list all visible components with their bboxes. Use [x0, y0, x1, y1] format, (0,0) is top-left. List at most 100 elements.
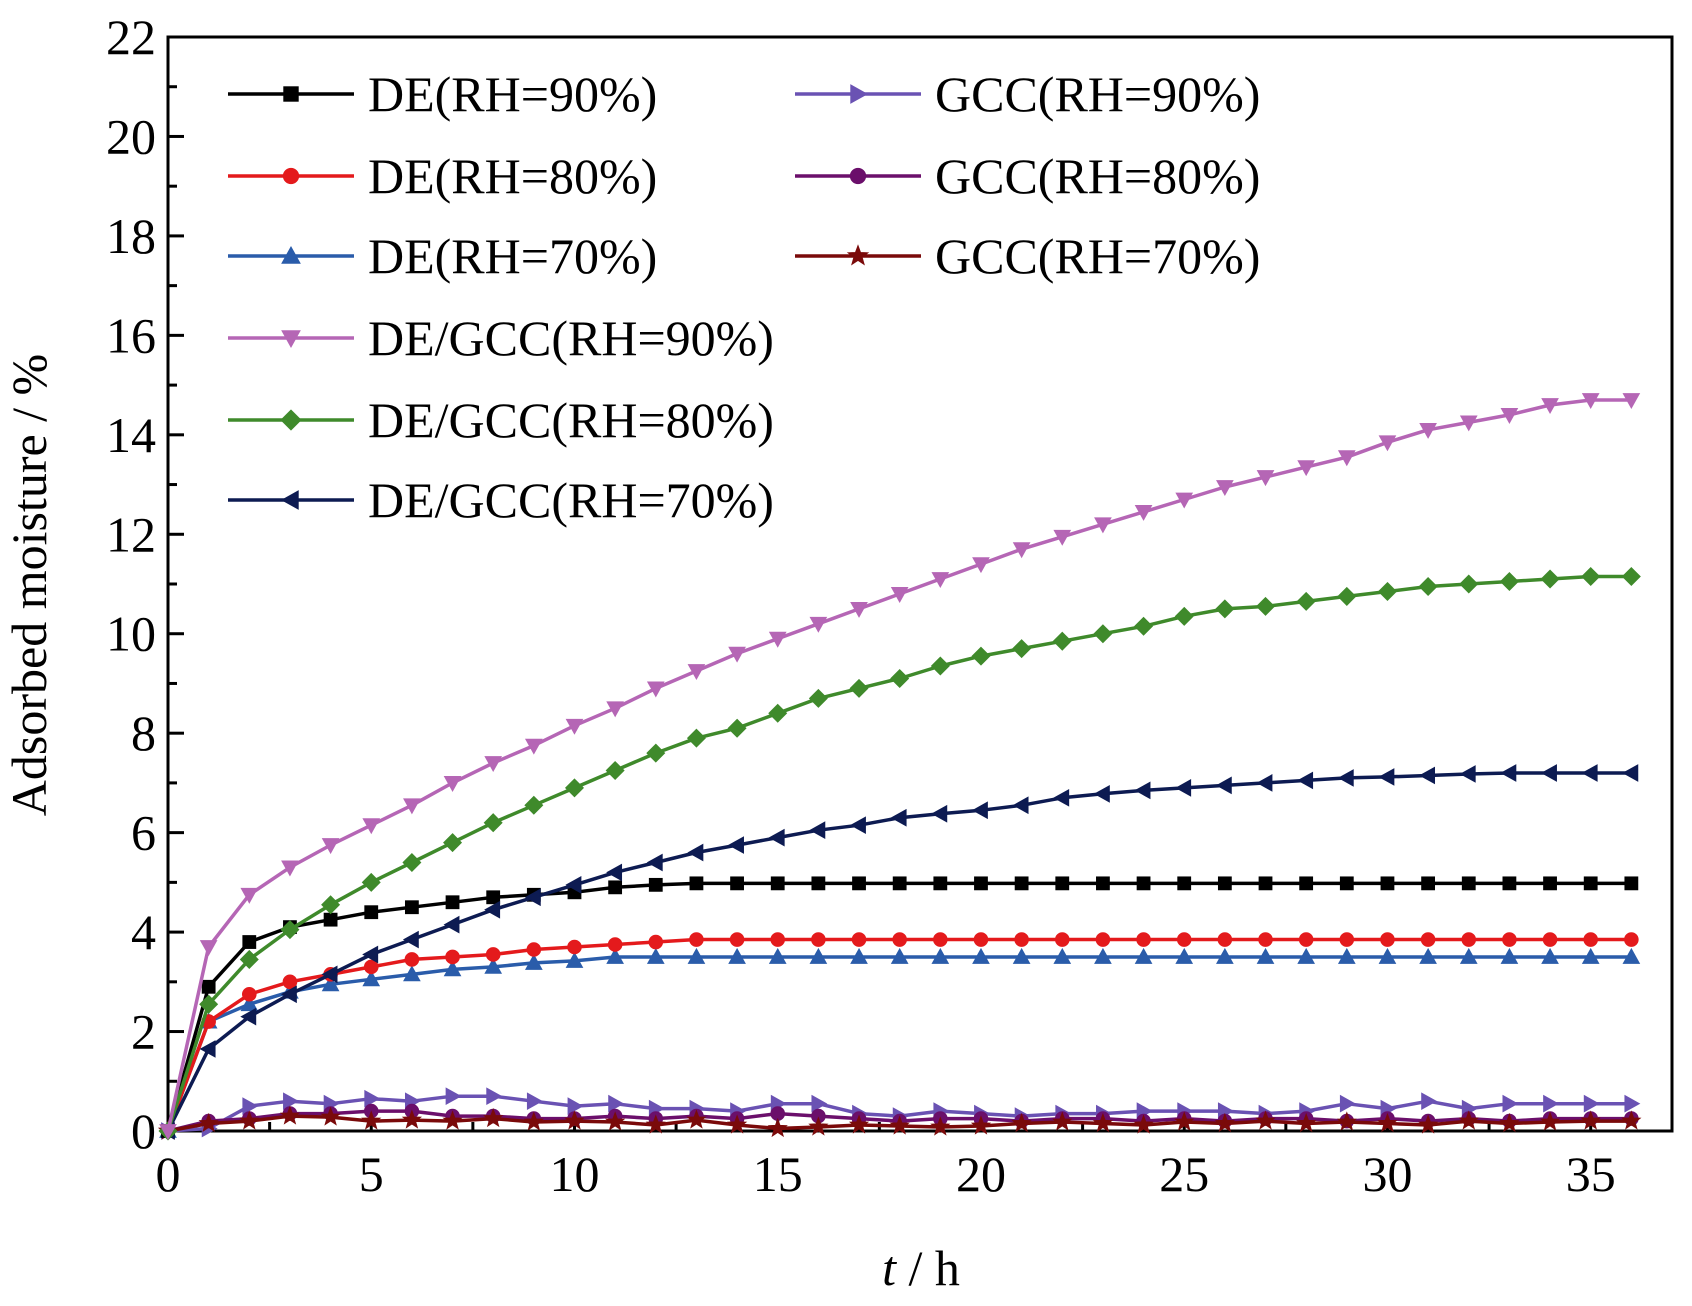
data-point — [686, 1109, 707, 1129]
data-point — [931, 804, 948, 823]
legend-marker — [282, 167, 300, 185]
data-point — [280, 985, 297, 1004]
data-point — [889, 1115, 910, 1135]
data-point — [606, 701, 624, 718]
legend-label: GCC(RH=70%) — [935, 228, 1260, 284]
axis-ticks: 0 2 4 6 8 10 12 14 16 18 20 22 0 5 10 15 20 25 30 35 — [106, 9, 1616, 1202]
data-point — [484, 756, 503, 773]
data-point — [890, 587, 909, 603]
data-point — [361, 1110, 382, 1130]
data-point — [1339, 1094, 1356, 1113]
y-tick-label: 12 — [106, 506, 156, 562]
data-point — [1421, 1092, 1438, 1111]
data-point — [809, 947, 828, 964]
data-point — [1053, 788, 1070, 807]
data-point — [727, 718, 747, 738]
data-point — [159, 1124, 177, 1141]
data-point — [852, 876, 866, 891]
data-point — [1174, 1111, 1195, 1131]
legend-entry: DE(RH=80%) — [228, 148, 657, 204]
data-point — [567, 1097, 584, 1115]
data-point — [892, 932, 907, 947]
data-point — [1136, 932, 1151, 947]
data-point — [239, 1110, 260, 1130]
data-point — [972, 557, 990, 574]
data-point — [526, 1092, 543, 1111]
data-point — [1583, 932, 1599, 947]
data-point — [848, 1114, 870, 1134]
x-tick-label: 35 — [1566, 1146, 1616, 1202]
data-point — [321, 838, 340, 855]
y-tick-label: 18 — [106, 208, 156, 264]
data-point — [1258, 932, 1273, 947]
data-point — [971, 801, 988, 820]
data-point — [645, 1114, 666, 1134]
data-point — [199, 1040, 216, 1058]
legend-marker — [846, 244, 870, 266]
series-de-gcc-rh-90 — [159, 393, 1641, 1141]
data-point — [809, 821, 826, 839]
data-point — [689, 932, 704, 947]
legend-label: DE(RH=70%) — [368, 228, 657, 284]
legend-label: DE/GCC(RH=70%) — [368, 472, 774, 528]
data-point — [850, 947, 868, 964]
x-tick-label: 25 — [1159, 1146, 1209, 1202]
data-point — [726, 1114, 748, 1134]
data-point — [770, 876, 785, 891]
data-point — [686, 728, 706, 748]
data-point — [931, 947, 950, 964]
data-point — [1095, 932, 1111, 947]
data-point — [1217, 876, 1232, 891]
data-point — [484, 957, 503, 974]
data-point — [849, 678, 869, 698]
data-point — [282, 974, 298, 990]
x-tick-label: 20 — [956, 1146, 1006, 1202]
series-line — [166, 881, 1632, 1132]
data-point — [811, 876, 826, 891]
data-point — [321, 975, 340, 992]
data-point — [1580, 1110, 1601, 1130]
data-point — [974, 876, 988, 891]
data-point — [1419, 422, 1437, 439]
y-tick-label: 16 — [106, 307, 156, 363]
data-point — [1093, 624, 1113, 644]
data-point — [1296, 591, 1316, 611]
data-point — [445, 895, 460, 910]
data-point — [199, 940, 218, 957]
y-tick-label: 4 — [131, 904, 156, 960]
data-point — [1541, 947, 1559, 964]
data-point — [403, 798, 421, 815]
y-tick-label: 22 — [106, 9, 156, 65]
legend: DE(RH=90%) DE(RH=80%) DE(RH=70%) GCC(RH=90%… — [228, 66, 1260, 528]
data-point — [443, 776, 462, 792]
data-point — [1176, 932, 1192, 947]
data-point — [401, 1109, 423, 1129]
data-point — [364, 905, 379, 920]
legend-label: GCC(RH=90%) — [935, 66, 1260, 122]
data-point — [972, 947, 990, 964]
data-point — [1461, 932, 1477, 947]
data-point — [1542, 932, 1558, 947]
data-point — [1622, 947, 1641, 964]
data-point — [1053, 947, 1072, 964]
data-point — [1012, 639, 1032, 659]
series-de-gcc-rh-80 — [158, 567, 1641, 1141]
data-point — [687, 664, 706, 681]
data-point — [1092, 1112, 1114, 1133]
data-point — [728, 646, 746, 663]
data-point — [1540, 569, 1560, 589]
data-point — [646, 743, 666, 763]
data-point — [1459, 574, 1479, 594]
data-point — [1094, 947, 1112, 964]
data-point — [564, 1110, 585, 1130]
data-point — [1175, 947, 1194, 964]
data-point — [1499, 1112, 1520, 1133]
data-point — [1337, 450, 1356, 467]
data-point — [524, 795, 544, 815]
data-point — [1096, 876, 1110, 891]
legend-marker — [283, 86, 299, 102]
data-point — [1214, 1112, 1235, 1133]
legend-marker — [849, 167, 867, 185]
data-point — [1502, 932, 1517, 947]
data-point — [768, 703, 788, 723]
